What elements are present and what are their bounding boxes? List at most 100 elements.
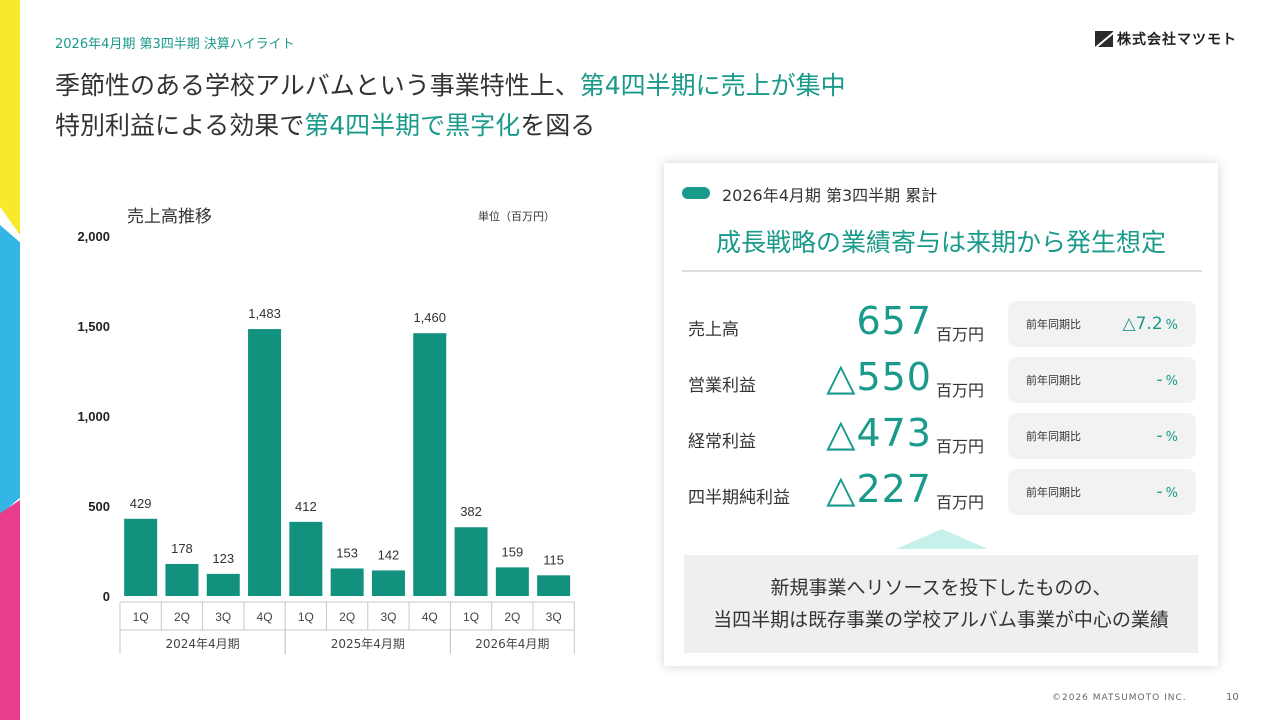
x-tick-label: 2Q [504,610,520,624]
yoy-value-wrap: -% [1157,482,1179,502]
bar [330,568,364,596]
x-tick-label: 3Q [380,610,396,624]
y-tick-label: 500 [88,499,110,514]
panel-divider [682,270,1202,272]
slide-subtitle: 2026年4月期 第3四半期 決算ハイライト [55,37,295,52]
note-line2: 当四半期は既存事業の学校アルバム事業が中心の業績 [713,609,1169,631]
yoy-label: 前年同期比 [1026,318,1081,331]
bar-value-label: 153 [336,545,358,560]
yoy-percent: % [1165,318,1178,333]
left-color-stripe [0,0,20,720]
metric-label: 経常利益 [688,432,756,452]
title-line1-highlight: 第4四半期に売上が集中 [579,71,846,100]
bar-value-label: 123 [212,551,234,566]
bar [537,575,571,596]
y-tick-label: 1,000 [77,409,110,424]
bar [371,570,405,596]
x-tick-label: 4Q [257,610,273,624]
yoy-value: - [1156,426,1163,446]
x-tick-label: 2Q [174,610,190,624]
bar [165,563,199,596]
yoy-value-wrap: -% [1157,426,1179,446]
bar-value-label: 1,460 [413,310,446,325]
callout-triangle [896,529,988,549]
bar [495,567,529,596]
metric-value: △227 [826,467,932,511]
metric-row-operating-income: 営業利益 △550 百万円 前年同期比 -% [664,355,1218,405]
yoy-box: 前年同期比 -% [1008,469,1196,515]
company-name: 株式会社マツモト [1117,32,1237,48]
callout-note: 新規事業へリソースを投下したものの、 当四半期は既存事業の学校アルバム事業が中心… [684,555,1198,653]
metric-value: △473 [826,411,932,455]
stripe-yellow [0,0,20,235]
bar-value-label: 178 [171,541,193,556]
metric-unit: 百万円 [936,325,985,344]
logo-mark-icon [1095,31,1113,47]
stripe-pink [0,500,20,720]
group-label: 2025年4月期 [331,637,405,651]
x-tick-label: 2Q [339,610,355,624]
metric-value: △550 [826,355,932,399]
bar [289,521,323,596]
panel-subtitle: 2026年4月期 第3四半期 累計 [722,186,938,205]
yoy-value: - [1156,370,1163,390]
chart-unit: 単位（百万円） [478,210,555,223]
yoy-box: 前年同期比 -% [1008,357,1196,403]
bar [206,573,240,596]
bar [248,329,282,596]
slide-title: 季節性のある学校アルバムという事業特性上、第4四半期に売上が集中 特別利益による… [55,66,846,146]
yoy-value-wrap: -% [1157,370,1179,390]
x-tick-label: 1Q [133,610,149,624]
group-label: 2026年4月期 [475,637,549,651]
yoy-box: 前年同期比 -% [1008,413,1196,459]
yoy-value-wrap: △7.2% [1123,314,1178,334]
yoy-percent: % [1165,374,1178,389]
sales-bar-chart: 0 500 1,000 1,500 2,000 429 1Q 178 2Q 123 3Q 1,483 4… [77,229,575,654]
bar [413,333,447,596]
metric-label: 営業利益 [688,376,756,396]
x-tick-label: 3Q [546,610,562,624]
title-line1-a: 季節性のある学校アルバムという事業特性上、 [55,71,580,100]
y-tick-label: 2,000 [77,229,110,244]
metric-unit: 百万円 [936,381,985,400]
x-tick-label: 1Q [298,610,314,624]
panel-headline: 成長戦略の業績寄与は来期から発生想定 [715,228,1166,257]
chart-title: 売上高推移 [127,207,212,227]
bar-value-label: 115 [543,552,564,567]
summary-panel: 2026年4月期 第3四半期 累計 成長戦略の業績寄与は来期から発生想定 売上高… [664,163,1218,666]
stripe-blue [0,225,20,515]
bar-value-label: 159 [501,544,523,559]
group-label: 2024年4月期 [166,637,240,651]
bar-value-label: 142 [378,547,400,562]
x-tick-label: 4Q [422,610,438,624]
metric-row-net-income: 四半期純利益 △227 百万円 前年同期比 -% [664,467,1218,517]
yoy-label: 前年同期比 [1026,486,1081,499]
metric-row-sales: 売上高 657 百万円 前年同期比 △7.2% [664,299,1218,349]
y-tick-label: 0 [103,589,110,604]
yoy-label: 前年同期比 [1026,374,1081,387]
x-tick-label: 3Q [215,610,231,624]
copyright: ©2026 MATSUMOTO INC. [1052,693,1187,703]
page-number: 10 [1226,692,1239,703]
x-tick-label: 1Q [463,610,479,624]
note-line1: 新規事業へリソースを投下したものの、 [770,577,1112,599]
bar-value-label: 1,483 [248,306,281,321]
company-logo: 株式会社マツモト [1095,29,1237,49]
metric-label: 四半期純利益 [688,488,790,508]
metric-row-ordinary-income: 経常利益 △473 百万円 前年同期比 -% [664,411,1218,461]
metric-unit: 百万円 [936,493,985,512]
bar [124,518,158,596]
metric-value: 657 [856,299,932,343]
y-tick-label: 1,500 [77,319,110,334]
title-line2-a: 特別利益による効果で [55,111,305,140]
bar [454,527,488,596]
yoy-box: 前年同期比 △7.2% [1008,301,1196,347]
yoy-value: △7.2 [1122,314,1163,334]
yoy-value: - [1156,482,1163,502]
bar-value-label: 382 [460,504,482,519]
metric-label: 売上高 [688,320,739,340]
metric-unit: 百万円 [936,437,985,456]
bar-value-label: 412 [295,499,317,514]
title-line2-highlight: 第4四半期で黒字化 [304,111,521,140]
bar-value-label: 429 [130,496,152,511]
